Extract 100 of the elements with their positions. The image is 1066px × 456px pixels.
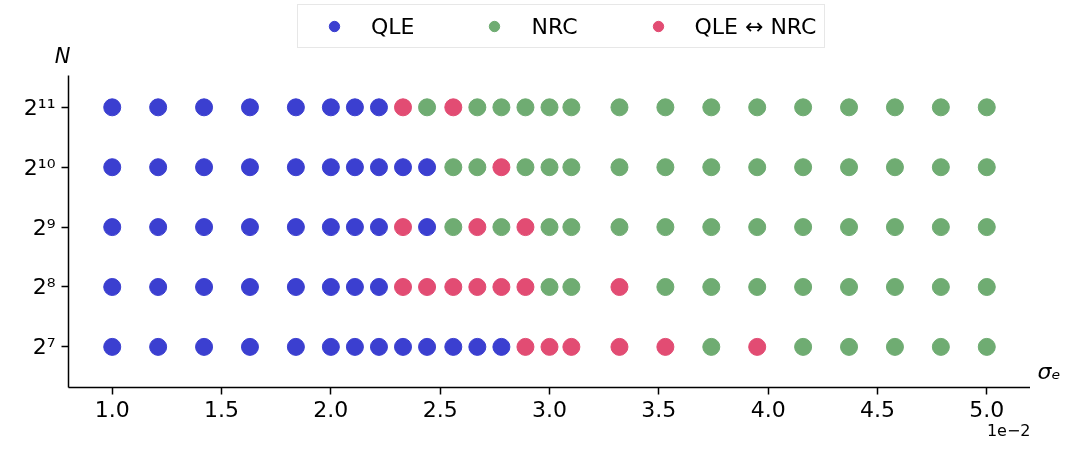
point bbox=[286, 218, 305, 237]
legend-label: NRC bbox=[531, 13, 578, 39]
point bbox=[394, 98, 413, 117]
point bbox=[240, 278, 259, 296]
point bbox=[418, 98, 437, 117]
point bbox=[240, 98, 259, 117]
point bbox=[540, 278, 559, 296]
x-tick-label: 2.5 bbox=[422, 396, 458, 422]
x-tick-label: 1.5 bbox=[204, 396, 240, 422]
point bbox=[748, 98, 767, 117]
point bbox=[977, 337, 996, 356]
point bbox=[794, 278, 813, 296]
point bbox=[885, 278, 904, 296]
point bbox=[610, 158, 629, 177]
y-tick-label: 2⁸ bbox=[32, 274, 56, 300]
point bbox=[492, 337, 511, 356]
point bbox=[516, 98, 535, 117]
point bbox=[103, 337, 122, 356]
point bbox=[840, 218, 859, 237]
point bbox=[516, 158, 535, 177]
point bbox=[977, 158, 996, 177]
point bbox=[702, 337, 721, 356]
point bbox=[748, 278, 767, 296]
point bbox=[540, 98, 559, 117]
y-tick-label: 2¹⁰ bbox=[23, 154, 56, 180]
point bbox=[562, 158, 581, 177]
point bbox=[345, 337, 364, 356]
point bbox=[562, 278, 581, 296]
point bbox=[468, 98, 487, 117]
point bbox=[286, 278, 305, 296]
point bbox=[562, 98, 581, 117]
point bbox=[286, 158, 305, 177]
point bbox=[149, 337, 168, 356]
x-tick-label: 3.0 bbox=[532, 396, 568, 422]
point bbox=[195, 278, 214, 296]
point bbox=[540, 158, 559, 177]
point bbox=[321, 278, 340, 296]
point bbox=[369, 278, 388, 296]
point bbox=[149, 278, 168, 296]
point bbox=[840, 337, 859, 356]
point bbox=[702, 278, 721, 296]
point bbox=[610, 218, 629, 237]
point bbox=[394, 158, 413, 177]
point bbox=[394, 337, 413, 356]
x-tick-label: 4.0 bbox=[750, 396, 786, 422]
point bbox=[195, 158, 214, 177]
point bbox=[418, 218, 437, 237]
point bbox=[794, 218, 813, 237]
point bbox=[195, 98, 214, 117]
text: 1e−2 bbox=[986, 420, 1031, 440]
point bbox=[369, 98, 388, 117]
point bbox=[931, 98, 950, 117]
point bbox=[562, 218, 581, 237]
legend-label: QLE ↔ NRC bbox=[694, 13, 817, 39]
point bbox=[656, 278, 675, 296]
point bbox=[492, 278, 511, 296]
point bbox=[492, 158, 511, 177]
point bbox=[195, 218, 214, 237]
point bbox=[656, 98, 675, 117]
point bbox=[103, 218, 122, 237]
point bbox=[610, 98, 629, 117]
point bbox=[540, 218, 559, 237]
point bbox=[394, 218, 413, 237]
point bbox=[240, 337, 259, 356]
point bbox=[840, 98, 859, 117]
point bbox=[794, 337, 813, 356]
point bbox=[885, 98, 904, 117]
point bbox=[103, 98, 122, 117]
point bbox=[931, 278, 950, 296]
point bbox=[516, 278, 535, 296]
point bbox=[345, 278, 364, 296]
point bbox=[468, 158, 487, 177]
y-tick-label: 2¹¹ bbox=[23, 94, 56, 120]
point bbox=[286, 98, 305, 117]
point bbox=[794, 98, 813, 117]
y-axis-title: N bbox=[54, 43, 71, 68]
point bbox=[610, 278, 629, 296]
point bbox=[931, 337, 950, 356]
y-tick-label: 2⁹ bbox=[32, 214, 56, 240]
y-tick-label: 2⁷ bbox=[32, 334, 56, 360]
point bbox=[977, 278, 996, 296]
point bbox=[444, 98, 463, 117]
x-tick-label: 5.0 bbox=[969, 396, 1005, 422]
point bbox=[656, 337, 675, 356]
point bbox=[345, 158, 364, 177]
point bbox=[149, 158, 168, 177]
point bbox=[516, 337, 535, 356]
point bbox=[702, 98, 721, 117]
point bbox=[562, 337, 581, 356]
point bbox=[149, 218, 168, 237]
point bbox=[444, 158, 463, 177]
point bbox=[840, 278, 859, 296]
point bbox=[418, 158, 437, 177]
x-tick-label: 1.0 bbox=[94, 396, 130, 422]
x-tick-label: 2.0 bbox=[313, 396, 349, 422]
point bbox=[702, 158, 721, 177]
point bbox=[369, 158, 388, 177]
point bbox=[321, 158, 340, 177]
point bbox=[931, 158, 950, 177]
point bbox=[321, 218, 340, 237]
